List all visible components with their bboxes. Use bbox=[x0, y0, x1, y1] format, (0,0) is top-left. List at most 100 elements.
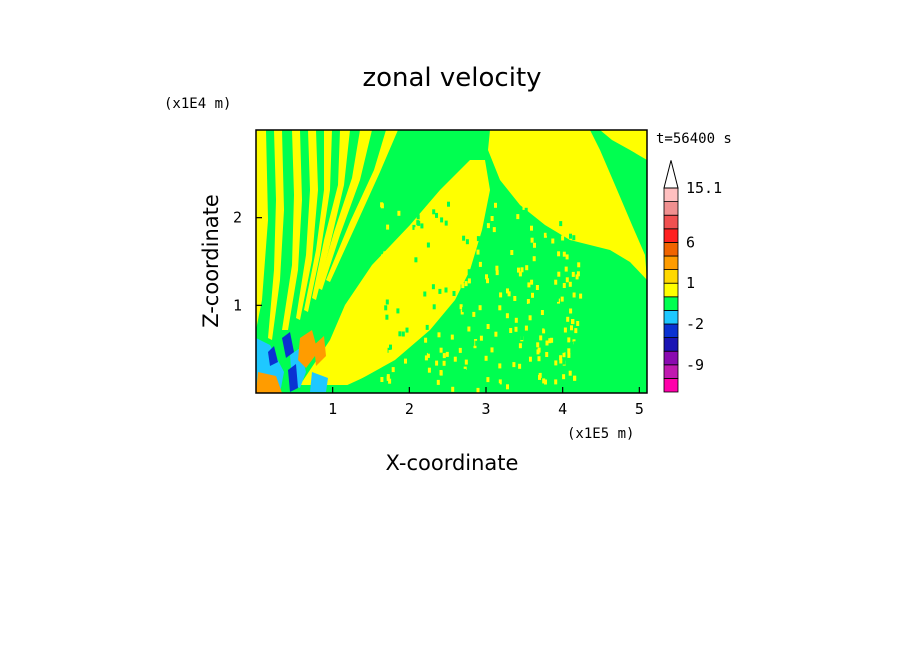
speckle-dot bbox=[380, 282, 384, 288]
speckle-dot bbox=[554, 279, 558, 285]
speckle-dot bbox=[559, 358, 563, 364]
speckle-dot bbox=[499, 292, 503, 298]
speckle-dot bbox=[381, 246, 385, 252]
speckle-dot bbox=[420, 223, 424, 229]
speckle-dot bbox=[565, 254, 569, 260]
speckle-dot bbox=[493, 277, 497, 283]
speckle-dot bbox=[489, 371, 492, 377]
speckle-dot bbox=[486, 377, 490, 383]
speckle-dot bbox=[461, 373, 465, 379]
plot-frame bbox=[255, 129, 648, 394]
speckle-dot bbox=[510, 279, 514, 285]
speckle-dot bbox=[571, 359, 575, 365]
speckle-dot bbox=[559, 355, 563, 361]
speckle-dot bbox=[575, 310, 579, 316]
speckle-dot bbox=[438, 288, 442, 294]
speckle-dot bbox=[574, 328, 578, 334]
speckle-dot bbox=[396, 308, 400, 314]
speckle-dot bbox=[535, 332, 539, 338]
speckle-dot bbox=[536, 294, 540, 300]
colorbar-label: 15.1 bbox=[686, 179, 722, 197]
speckle-dot bbox=[436, 379, 440, 385]
speckle-dot bbox=[555, 296, 559, 302]
speckle-dot bbox=[537, 356, 541, 362]
speckle-dot bbox=[383, 313, 387, 319]
speckle-dot bbox=[543, 232, 547, 238]
field-stripe bbox=[304, 130, 332, 312]
y-axis: 12 bbox=[233, 209, 262, 314]
speckle-dot bbox=[574, 357, 578, 363]
speckle-dot bbox=[531, 292, 534, 298]
speckle-dot bbox=[437, 356, 441, 362]
speckle-dot bbox=[405, 327, 409, 333]
speckle-dot bbox=[512, 255, 516, 261]
speckle-dot bbox=[513, 296, 517, 301]
speckle-dot bbox=[549, 321, 553, 327]
heatmap-field bbox=[256, 130, 647, 393]
speckle-dot bbox=[466, 289, 470, 295]
speckle-dot bbox=[506, 288, 509, 294]
speckle-dot bbox=[450, 324, 454, 330]
speckle-dot bbox=[509, 328, 513, 333]
speckle-dot bbox=[545, 316, 549, 322]
speckle-dot bbox=[439, 370, 443, 375]
speckle-dot bbox=[428, 265, 432, 271]
speckle-dot bbox=[417, 220, 421, 226]
speckle-dot bbox=[572, 292, 576, 298]
speckle-dot bbox=[476, 236, 480, 242]
speckle-dot bbox=[464, 281, 468, 287]
speckle-dot bbox=[567, 364, 570, 370]
speckle-dot bbox=[442, 360, 446, 366]
speckle-dot bbox=[546, 320, 550, 326]
field-stripe bbox=[318, 130, 372, 290]
speckle-dot bbox=[458, 218, 461, 224]
speckle-dot bbox=[528, 356, 532, 362]
speckle-dot bbox=[566, 316, 570, 322]
speckle-dot bbox=[519, 355, 523, 361]
speckle-dot bbox=[545, 352, 549, 357]
speckle-dot bbox=[453, 233, 457, 239]
speckle-dot bbox=[539, 244, 543, 250]
speckle-dot bbox=[530, 225, 533, 231]
speckle-dot bbox=[539, 335, 543, 341]
x-tick-label: 4 bbox=[558, 400, 567, 418]
speckle-dot bbox=[459, 304, 463, 310]
speckle-dot bbox=[484, 355, 488, 361]
speckle-dot bbox=[567, 352, 571, 358]
speckle-dot bbox=[495, 270, 499, 276]
speckle-dot bbox=[429, 220, 433, 226]
speckle-dot bbox=[542, 378, 546, 384]
colorbar-segment bbox=[663, 187, 679, 203]
heatmap-speckle bbox=[380, 201, 583, 393]
speckle-dot bbox=[490, 216, 494, 221]
speckle-dot bbox=[505, 306, 509, 312]
speckle-dot bbox=[458, 347, 462, 353]
speckle-dot bbox=[423, 370, 427, 376]
x-scale-label: (x1E5 m) bbox=[567, 426, 634, 442]
speckle-dot bbox=[544, 324, 548, 330]
speckle-dot bbox=[464, 359, 468, 365]
speckle-dot bbox=[439, 347, 443, 353]
speckle-dot bbox=[561, 347, 565, 353]
speckle-dot bbox=[457, 249, 461, 255]
speckle-dot bbox=[486, 223, 490, 229]
speckle-dot bbox=[498, 305, 502, 311]
colorbar-segment bbox=[663, 228, 679, 243]
speckle-dot bbox=[537, 367, 540, 373]
speckle-dot bbox=[422, 328, 426, 334]
speckle-dot bbox=[380, 203, 384, 209]
speckle-dot bbox=[404, 358, 407, 364]
chart-title: zonal velocity bbox=[362, 63, 541, 93]
speckle-dot bbox=[472, 311, 476, 317]
speckle-dot bbox=[407, 361, 411, 367]
speckle-dot bbox=[521, 278, 525, 284]
speckle-dot bbox=[465, 239, 469, 245]
speckle-dot bbox=[386, 279, 390, 284]
speckle-dot bbox=[517, 267, 520, 273]
speckle-dot bbox=[540, 310, 544, 315]
speckle-dot bbox=[536, 342, 540, 348]
colorbar-segment bbox=[663, 309, 679, 325]
speckle-dot bbox=[533, 242, 536, 248]
speckle-dot bbox=[444, 287, 448, 293]
x-tick-label: 1 bbox=[328, 400, 337, 418]
